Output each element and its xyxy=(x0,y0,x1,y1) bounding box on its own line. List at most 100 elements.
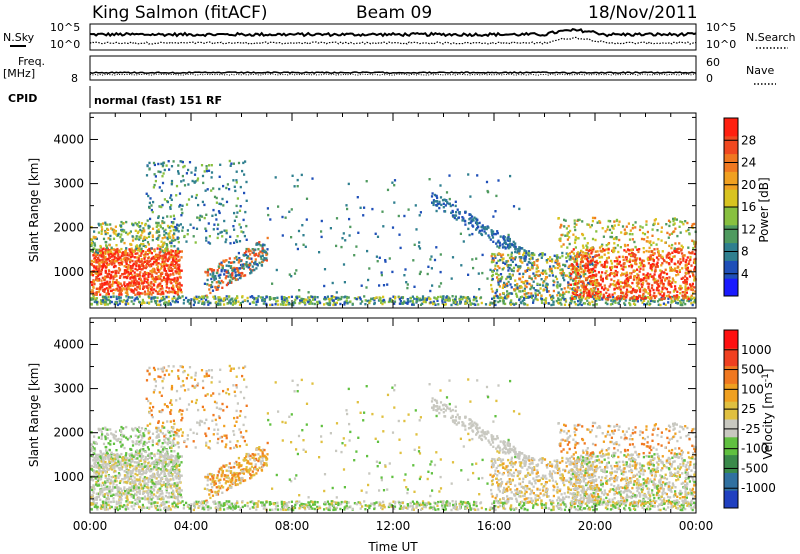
velocity-cell xyxy=(117,494,120,497)
power-cell xyxy=(148,161,151,165)
power-cell xyxy=(641,285,644,289)
power-cell xyxy=(380,273,383,277)
power-cell xyxy=(660,230,663,233)
power-cell xyxy=(164,289,167,293)
power-cell xyxy=(132,284,135,287)
power-cell xyxy=(445,296,448,299)
power-cell xyxy=(327,303,330,306)
power-cell xyxy=(230,297,233,301)
power-cell xyxy=(507,233,510,237)
power-cell xyxy=(589,247,592,250)
power-cell xyxy=(574,246,577,249)
power-cell xyxy=(431,284,434,287)
power-cell xyxy=(551,258,554,261)
power-cell xyxy=(92,295,95,298)
power-cell xyxy=(674,281,677,284)
power-cell xyxy=(383,301,386,304)
power-cell xyxy=(603,253,606,256)
power-cell xyxy=(570,268,573,271)
power-cell xyxy=(691,289,695,292)
power-cell xyxy=(504,262,507,266)
power-cell xyxy=(660,226,663,229)
power-cell xyxy=(254,262,257,266)
power-cell xyxy=(159,225,162,229)
power-cell xyxy=(597,253,601,257)
power-cell xyxy=(569,274,572,277)
power-cell xyxy=(172,160,175,163)
power-cell xyxy=(101,284,104,288)
power-cell xyxy=(612,250,615,254)
power-cell xyxy=(125,271,128,274)
power-cell xyxy=(693,269,696,272)
power-cell xyxy=(103,278,106,282)
power-cell xyxy=(294,298,297,302)
power-cell xyxy=(192,298,196,301)
power-cell xyxy=(134,252,137,255)
power-cell xyxy=(601,243,604,246)
power-cell xyxy=(340,245,343,249)
power-cell xyxy=(343,301,346,304)
power-cell xyxy=(525,292,528,295)
power-cell xyxy=(523,296,526,300)
power-cell xyxy=(631,252,634,255)
power-cell xyxy=(613,280,616,283)
power-cell xyxy=(601,277,604,280)
power-cell xyxy=(554,275,557,278)
power-cell xyxy=(124,258,127,261)
velocity-cell xyxy=(112,493,115,496)
power-cell xyxy=(166,279,169,282)
power-cell xyxy=(681,303,684,307)
power-cell xyxy=(95,253,98,256)
power-cell xyxy=(614,246,617,250)
power-cell xyxy=(679,220,682,223)
power-cell xyxy=(631,290,634,293)
power-cell xyxy=(200,215,204,218)
power-cell xyxy=(609,266,612,270)
power-cell xyxy=(230,265,233,268)
power-cell xyxy=(141,231,144,234)
power-cell xyxy=(576,271,580,275)
power-cell xyxy=(535,267,538,270)
power-cell xyxy=(633,275,636,278)
power-cell xyxy=(580,303,583,307)
power-cell xyxy=(167,251,170,255)
power-cell xyxy=(100,302,103,305)
power-cell xyxy=(665,261,668,264)
power-cell xyxy=(391,181,394,184)
power-cell xyxy=(461,216,464,219)
power-cell xyxy=(507,253,510,257)
power-cell xyxy=(630,291,633,295)
power-cell xyxy=(579,253,582,256)
power-cell xyxy=(148,251,151,254)
power-cell xyxy=(555,299,558,303)
power-cell xyxy=(427,265,430,268)
power-cell xyxy=(608,274,611,277)
power-cell xyxy=(537,270,540,273)
power-cell xyxy=(203,203,206,207)
power-cell xyxy=(157,238,160,241)
power-cell xyxy=(109,277,112,280)
power-cell xyxy=(676,250,679,253)
power-cell xyxy=(220,230,223,234)
power-cell xyxy=(594,250,597,253)
power-cell xyxy=(147,194,150,198)
power-cell xyxy=(167,300,171,303)
power-cell xyxy=(613,249,616,252)
power-cell xyxy=(95,250,98,254)
power-cell xyxy=(163,298,166,301)
power-cell xyxy=(684,283,687,286)
power-cell xyxy=(672,290,675,293)
power-cell xyxy=(155,221,158,225)
power-cell xyxy=(231,267,234,270)
power-cell xyxy=(676,298,679,301)
velocity-cell xyxy=(165,463,168,466)
power-cell xyxy=(515,294,518,297)
power-cell xyxy=(208,284,211,287)
power-cell xyxy=(186,229,189,232)
power-cell xyxy=(219,163,222,166)
power-cell xyxy=(119,274,122,278)
power-cell xyxy=(169,207,172,210)
power-cell xyxy=(121,252,124,255)
power-cell xyxy=(413,297,416,300)
power-cell xyxy=(157,221,160,225)
